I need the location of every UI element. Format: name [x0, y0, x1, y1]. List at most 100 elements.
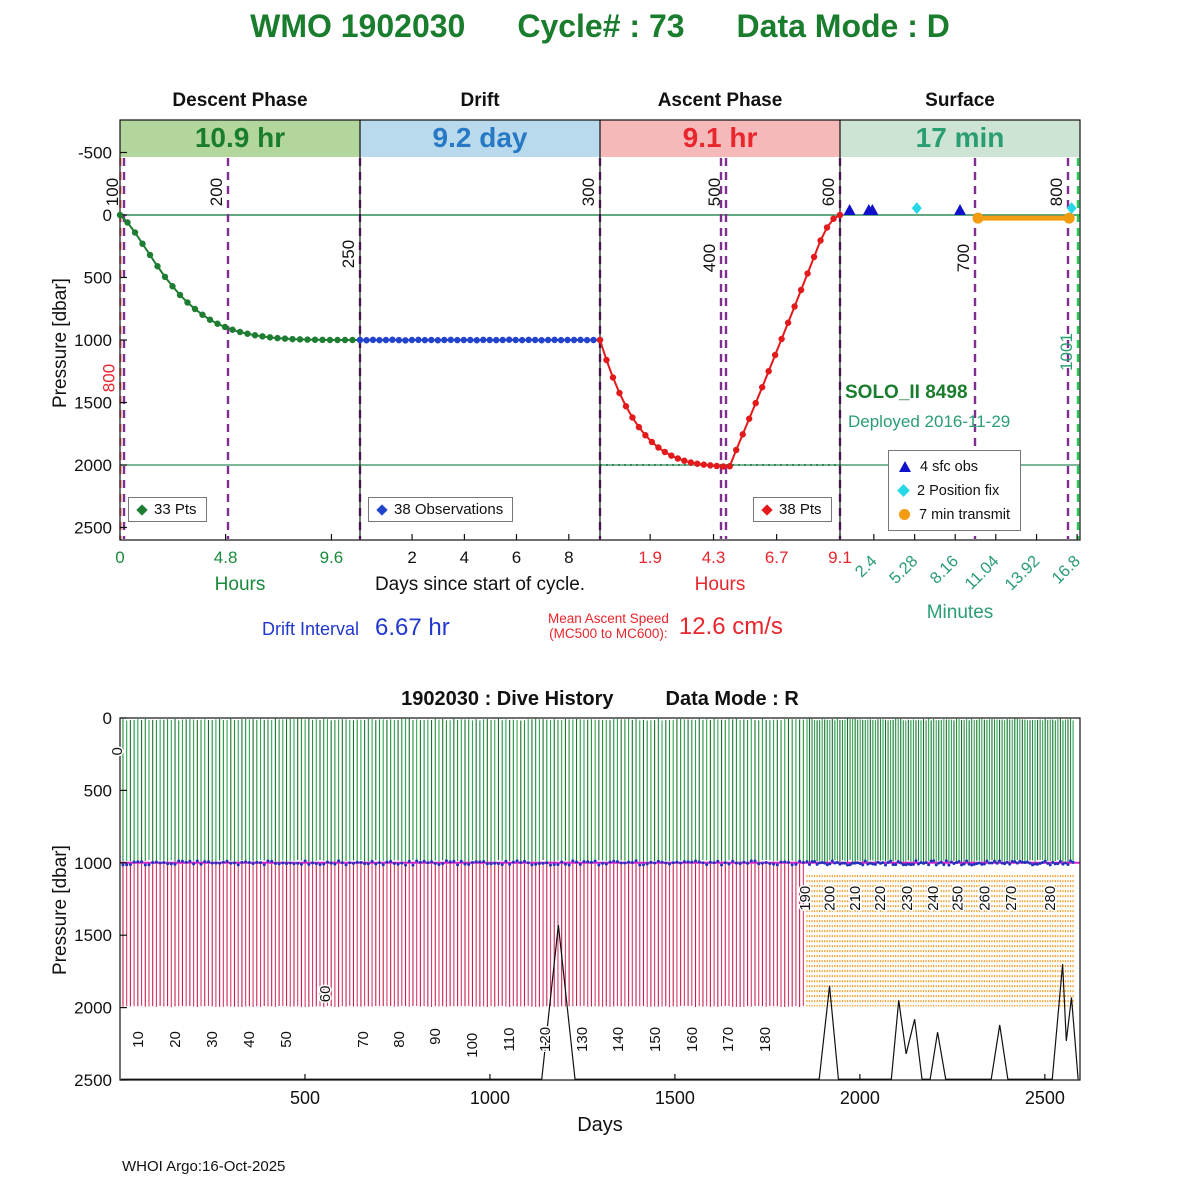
svg-text:230: 230 — [899, 886, 916, 911]
svg-text:80: 80 — [391, 1031, 408, 1048]
legend-drift-label: 38 Observations — [394, 501, 504, 518]
chart2-frame — [119, 717, 1081, 1081]
svg-text:160: 160 — [684, 1027, 701, 1052]
svg-text:270: 270 — [1003, 886, 1020, 911]
legend-position-fix-label: 2 Position fix — [917, 482, 1000, 499]
legend-row-sfc-obs: 4 sfc obs — [899, 457, 1010, 476]
svg-text:2500: 2500 — [1025, 1088, 1065, 1108]
svg-text:2000: 2000 — [74, 999, 112, 1018]
svg-text:6.7: 6.7 — [765, 548, 789, 567]
legend-descent: 33 Pts — [128, 497, 207, 522]
legend-ascent-label: 38 Pts — [779, 501, 822, 518]
green-diamond-icon — [136, 503, 148, 516]
chart2-pressure-axis-label: Pressure [dbar] — [50, 845, 71, 975]
svg-text:280: 280 — [1042, 886, 1059, 911]
svg-text:9.6: 9.6 — [320, 548, 344, 567]
svg-text:9.1: 9.1 — [828, 548, 852, 567]
svg-text:500: 500 — [705, 178, 724, 206]
chart1-y-axis: -500 0 500 1000 1500 2000 2500 — [74, 144, 127, 538]
svg-text:4: 4 — [460, 548, 469, 567]
svg-text:2500: 2500 — [74, 519, 112, 538]
svg-text:500: 500 — [84, 781, 112, 800]
svg-text:700: 700 — [954, 244, 973, 272]
svg-text:800: 800 — [100, 364, 119, 392]
phase-duration-surface: 17 min — [915, 121, 1005, 153]
svg-text:1500: 1500 — [74, 394, 112, 413]
legend-sfc-obs-label: 4 sfc obs — [920, 458, 979, 475]
svg-text:2.4: 2.4 — [852, 552, 881, 581]
svg-text:100: 100 — [103, 178, 122, 206]
svg-text:220: 220 — [872, 886, 889, 911]
page-title: WMO 1902030 Cycle# : 73 Data Mode : D — [0, 8, 1200, 45]
svg-text:30: 30 — [204, 1031, 221, 1048]
svg-text:600: 600 — [819, 178, 838, 206]
svg-text:110: 110 — [501, 1027, 518, 1051]
svg-text:20: 20 — [167, 1031, 184, 1048]
mean-ascent-speed: Mean Ascent Speed (MC500 to MC600): 12.6… — [548, 611, 783, 641]
svg-text:90: 90 — [427, 1028, 444, 1045]
legend-drift: 38 Observations — [368, 497, 514, 522]
svg-text:150: 150 — [647, 1027, 664, 1052]
triangle-marker-icon — [899, 461, 911, 472]
drift-depth-line — [120, 859, 1080, 867]
svg-text:70: 70 — [355, 1031, 372, 1048]
svg-text:4.3: 4.3 — [702, 548, 726, 567]
dive-history-title-left: 1902030 : Dive History — [401, 688, 614, 710]
dive-history-data-mode: Data Mode : R — [665, 688, 799, 710]
svg-text:800: 800 — [1047, 178, 1066, 206]
svg-text:2000: 2000 — [74, 456, 112, 475]
svg-text:1500: 1500 — [74, 926, 112, 945]
drift-interval-label: Drift Interval — [262, 619, 360, 639]
svg-text:130: 130 — [574, 1027, 591, 1052]
descent-series — [116, 211, 364, 344]
svg-text:400: 400 — [700, 244, 719, 272]
svg-text:50: 50 — [278, 1031, 295, 1048]
svg-text:180: 180 — [757, 1027, 774, 1052]
svg-text:6: 6 — [512, 548, 521, 567]
svg-text:13.92: 13.92 — [1001, 552, 1043, 594]
ascent-series — [596, 211, 844, 470]
days-axis-label: Days — [577, 1114, 623, 1136]
svg-text:240: 240 — [925, 886, 942, 911]
svg-text:60: 60 — [317, 986, 334, 1003]
svg-text:0: 0 — [109, 747, 126, 755]
chart1-pressure-axis-label: Pressure [dbar] — [50, 278, 71, 408]
deployed-date: Deployed 2016-11-29 — [848, 412, 1011, 431]
drift-axis-unit-label: Days since start of cycle. — [374, 574, 586, 595]
drift-interval-value: 6.67 hr — [375, 614, 450, 641]
svg-text:11.04: 11.04 — [962, 552, 1003, 593]
svg-text:0: 0 — [103, 206, 112, 225]
legend-row-position-fix: 2 Position fix — [897, 481, 1010, 500]
svg-text:1000: 1000 — [470, 1088, 510, 1108]
svg-text:1500: 1500 — [655, 1088, 695, 1108]
svg-text:300: 300 — [579, 178, 598, 206]
svg-text:10: 10 — [130, 1031, 147, 1048]
bathymetry-line — [121, 924, 1079, 1080]
phase-header-surface: Surface — [925, 90, 995, 111]
svg-text:5.28: 5.28 — [886, 552, 921, 587]
legend-transmit-label: 7 min transmit — [919, 506, 1011, 523]
svg-text:500: 500 — [84, 269, 112, 288]
float-model-id: SOLO_II 8498 — [845, 382, 968, 403]
svg-text:250: 250 — [950, 886, 967, 911]
cycle-number-labels: 0 10 20 30 40 50 60 70 80 90 100 110 120 130 140 150 160… — [108, 746, 1061, 1060]
legend-surface: 4 sfc obs 2 Position fix 7 min transmit — [888, 450, 1022, 531]
dive-history-title: 1902030 : Dive History Data Mode : R — [0, 688, 1200, 711]
phase-duration-ascent: 9.1 hr — [682, 121, 758, 153]
blue-diamond-icon — [376, 503, 388, 516]
red-diamond-icon — [761, 503, 773, 516]
diamond-marker-icon — [897, 484, 910, 497]
svg-text:4.8: 4.8 — [214, 548, 238, 567]
svg-text:2: 2 — [407, 548, 416, 567]
svg-text:190: 190 — [797, 886, 814, 911]
svg-text:1001: 1001 — [1057, 333, 1076, 371]
svg-text:1000: 1000 — [74, 854, 112, 873]
svg-text:16.8: 16.8 — [1049, 552, 1084, 587]
circle-marker-icon — [899, 509, 910, 520]
descent-axis-unit-label: Hours — [214, 574, 266, 595]
dive-cycle-lines — [122, 718, 1074, 1008]
drift-interval: Drift Interval 6.67 hr — [262, 614, 450, 642]
